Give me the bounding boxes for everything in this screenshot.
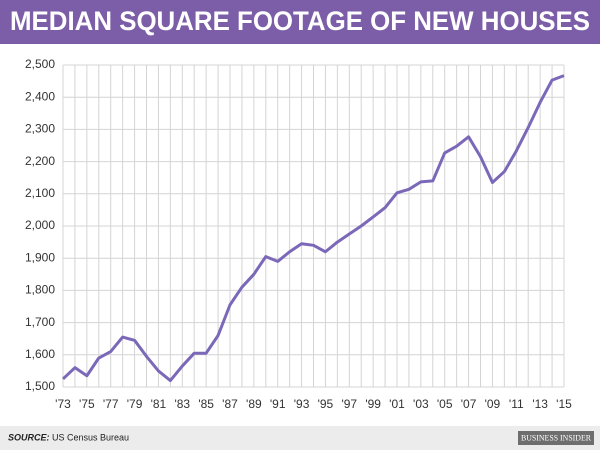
x-tick-label: '01 <box>389 397 405 411</box>
x-tick-label: '93 <box>294 397 310 411</box>
y-tick-label: 1,900 <box>25 250 55 264</box>
source: US Census Bureau <box>52 432 129 442</box>
x-tick-label: '95 <box>318 397 334 411</box>
x-tick-label: '81 <box>151 397 167 411</box>
y-tick-label: 2,200 <box>25 154 55 168</box>
brand-logo <box>518 431 594 445</box>
y-tick-label: 1,600 <box>25 347 55 361</box>
line <box>61 74 565 383</box>
y-tick-label: 2,000 <box>25 218 55 232</box>
x-tick-label: '11 <box>509 397 524 411</box>
x-tick-label: '13 <box>532 397 548 411</box>
x-tick-label: '07 <box>461 397 477 411</box>
source-label: SOURCE: <box>8 432 50 442</box>
y-tick-label: 2,100 <box>25 186 55 200</box>
y-tick-label: 2,300 <box>25 122 55 136</box>
x-tick-label: '73 <box>55 397 71 411</box>
x-tick-label: '85 <box>198 397 214 411</box>
y-tick-label: 1,500 <box>25 379 55 393</box>
x-tick-label: '99 <box>365 397 381 411</box>
x-tick-label: '87 <box>222 397 238 411</box>
x-tick-label: '09 <box>485 397 501 411</box>
brand: BUSINESS INSIDER <box>521 433 592 442</box>
x-tick-label: '79 <box>127 397 143 411</box>
footer <box>0 426 600 450</box>
y-tick-label: 2,400 <box>25 89 55 103</box>
x-tick-label: '05 <box>437 397 453 411</box>
x-tick-label: '89 <box>246 397 262 411</box>
x-tick-label: '83 <box>174 397 190 411</box>
x-tick-label: '03 <box>413 397 429 411</box>
x-tick-label: '77 <box>103 397 119 411</box>
x-tick-label: '91 <box>270 397 286 411</box>
y-tick-label: 2,500 <box>25 57 55 71</box>
x-tick-label: '75 <box>79 397 95 411</box>
x-tick-label: '97 <box>341 397 357 411</box>
y-tick-label: 1,800 <box>25 283 55 297</box>
x-tick-label: '15 <box>556 397 572 411</box>
chart-title: MEDIAN SQUARE FOOTAGE OF NEW HOUSES <box>10 6 590 36</box>
title-bar <box>0 0 600 44</box>
y-tick-label: 1,700 <box>25 315 55 329</box>
